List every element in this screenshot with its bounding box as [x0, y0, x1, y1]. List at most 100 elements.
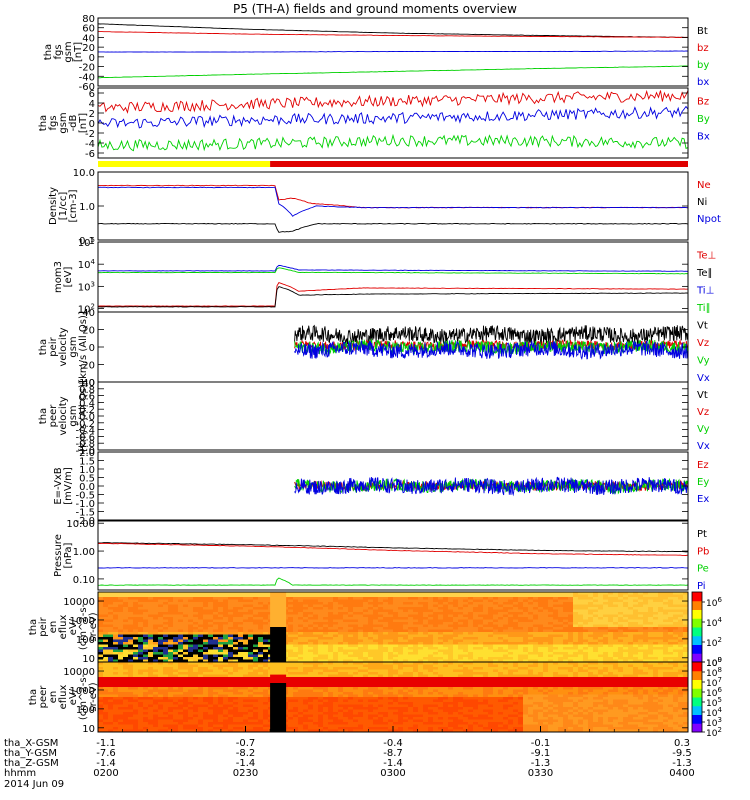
y-tick-label: -40 [79, 378, 95, 389]
panel-pressure: Pt Pb Pe Pi 10.00 1.00 0.10 Pressure [nPa] [53, 519, 709, 592]
time-tick-label: 0230 [233, 768, 258, 779]
y-tick-label: 80 [82, 14, 95, 25]
time-tick-label: 0330 [528, 768, 553, 779]
series-line-Te⊥ [98, 282, 688, 307]
y-axis-label: eflux [58, 615, 69, 640]
series-line-by [98, 65, 688, 79]
colorbar-tick-label: 104 [706, 616, 722, 629]
y-tick-label: 103 [78, 280, 95, 293]
y-tick-label: 1.00 [73, 547, 95, 558]
legend-label-Bx: Bx [697, 131, 710, 142]
x-axis-row-label: hhmm [4, 768, 36, 779]
panel-frame [97, 241, 689, 313]
legend-label-Te∥: Te∥ [696, 268, 713, 279]
y-tick-label: 1.5 [79, 457, 95, 468]
y-axis-label: tha [28, 689, 39, 705]
panel-temperature: Te⊥ Te∥ Ti⊥ Ti∥ 105 104 103 102 mom3 [eV] [53, 236, 716, 316]
y-tick-label: 10 [82, 654, 95, 665]
colorbar-tick-label: 107 [706, 676, 722, 689]
y-tick-label: 100 [76, 635, 95, 646]
colorbar-tick-label: 105 [706, 696, 722, 709]
panel-peir-velocity: Vt Vz Vy Vx 40 20 0 -20 -40 tha peir velocity gsm [km… [38, 308, 710, 389]
legend-label-bz: bz [697, 43, 709, 54]
series-line-Ti⊥ [98, 264, 688, 272]
y-axis-label: gsm [68, 336, 79, 357]
y-axis-label: peir [48, 336, 59, 356]
legend-label-Vz: Vz [697, 407, 709, 418]
y-axis-label: tha [38, 339, 49, 355]
z-gsm-value: -1.3 [531, 758, 551, 769]
legend-label-Vy: Vy [697, 355, 710, 366]
legend-label-Ti⊥: Ti⊥ [696, 285, 714, 296]
y-axis-label: peer [38, 685, 49, 709]
time-tick-label: 0300 [380, 768, 405, 779]
y-tick-label: 0.4 [79, 398, 95, 409]
y-tick-label: -20 [79, 361, 95, 372]
y-axis-label: [eV] [63, 267, 74, 288]
panel-peer-velocity: Vt Vz Vy Vx 1.00.80.60.40.20.0-0.2-0.4-0.6-0… [38, 378, 710, 457]
y-axis-label: Density [48, 187, 59, 225]
mode-bar-slow [98, 161, 271, 167]
series-line-Te∥ [98, 286, 688, 308]
y-tick-label: 1000 [70, 616, 95, 627]
series-line-Vx [294, 340, 688, 361]
legend-label-Vy: Vy [697, 424, 710, 435]
colorbar-tick-label: 106 [706, 686, 722, 699]
legend-label-Pb: Pb [697, 546, 709, 557]
panel-frame [97, 381, 689, 451]
colorbar-tick-label: 108 [706, 666, 722, 679]
y-axis-label: mom3 [53, 261, 64, 293]
figure-title: P5 (TH-A) fields and ground moments over… [233, 2, 517, 16]
y-tick-label: 100 [76, 705, 95, 716]
series-line-Bz [98, 89, 688, 114]
y-tick-label: 1.0 [79, 465, 95, 476]
y-tick-label: -2 [85, 129, 95, 140]
panel-peir-en-eflux: 106 104 102 100 10000 1000 100 10 tha peir en eflux… [28, 591, 722, 669]
y-axis-label: velocity [58, 327, 69, 366]
y-tick-label: -2.0 [75, 516, 95, 527]
legend-label-Pe: Pe [697, 564, 709, 575]
y-axis-label: -dB [68, 114, 79, 131]
y-tick-label: 40 [82, 308, 95, 319]
y-axis-label: tha [38, 408, 49, 424]
y-axis-label: Pressure [53, 534, 64, 577]
series-line-Npot [98, 186, 688, 217]
y-gsm-value: -7.6 [96, 748, 116, 759]
y-axis-label: [km/s (All Qs)] [78, 311, 89, 383]
spectrogram-peer-en-eflux [98, 662, 688, 732]
legend-label-Bt: Bt [697, 26, 708, 37]
y-axis-label: eV/ [68, 618, 79, 635]
y-tick-label: -1.0 [75, 446, 95, 457]
series-line-By [98, 133, 688, 152]
y-tick-label: -0.4 [75, 426, 95, 437]
y-tick-label: 2 [89, 109, 95, 120]
x-gsm-value: 0.3 [674, 738, 690, 749]
y-tick-label: 102 [78, 303, 95, 316]
colorbar-tick-label: 106 [706, 596, 722, 609]
y-tick-label: 4 [89, 99, 95, 110]
y-axis-label: en [48, 691, 59, 704]
y-axis-label: [1/cc] [58, 192, 69, 221]
y-axis-label: fgs [53, 44, 64, 59]
y-tick-label: 104 [78, 258, 96, 271]
y-tick-label: -60 [79, 82, 95, 93]
y-tick-label: 10000 [63, 667, 95, 678]
y-tick-label: 1.0 [79, 378, 95, 389]
legend-label-bx: bx [697, 77, 709, 88]
series-line-Ti∥ [98, 267, 688, 275]
x-gsm-value: -0.1 [531, 738, 551, 749]
legend-label-Te⊥: Te⊥ [696, 250, 716, 261]
y-axis-label: tha [28, 619, 39, 635]
legend-label-Vz: Vz [697, 338, 709, 349]
y-axis-label: gsm [63, 41, 74, 62]
panel-efield: EzEyEx2.01.51.00.50.0-0.5-1.0-1.5-2.0E=-… [53, 448, 709, 527]
series-line-Vt [294, 324, 688, 345]
y-tick-label: -40 [79, 72, 95, 83]
y-gsm-value: -8.7 [383, 748, 403, 759]
legend-label-Vt: Vt [697, 390, 708, 401]
y-axis-label: E=-VxB [53, 467, 64, 504]
legend-label-Bz: Bz [697, 96, 709, 107]
colorbar-tick-label: 104 [706, 706, 722, 719]
